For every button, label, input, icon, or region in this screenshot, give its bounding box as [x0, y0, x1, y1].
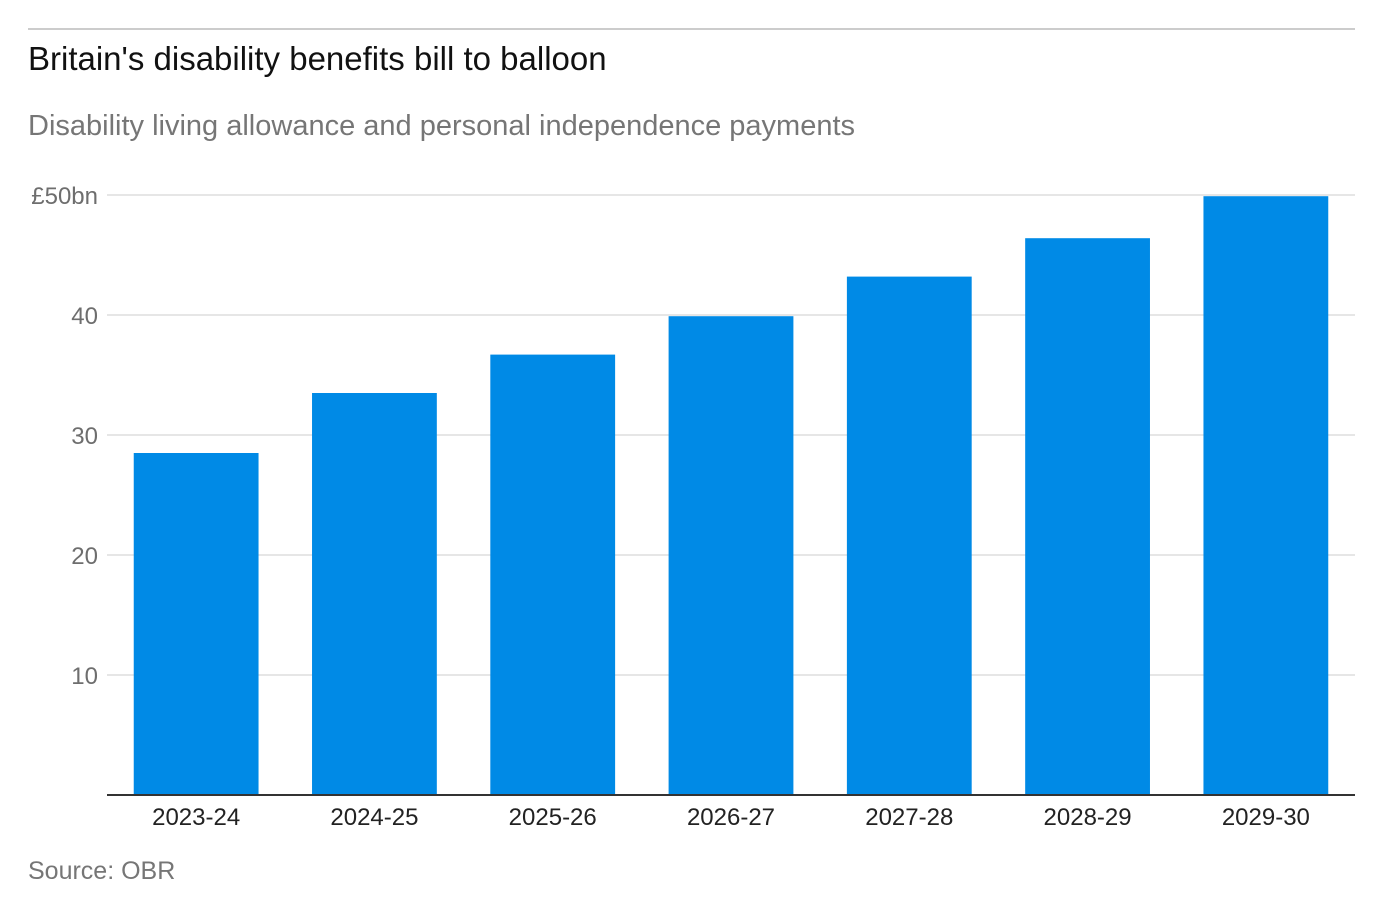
y-tick-label: £50bn — [31, 183, 98, 210]
y-tick-label: 20 — [71, 543, 98, 570]
y-tick-label: 30 — [71, 423, 98, 450]
top-rule — [28, 28, 1355, 30]
y-tick-label: 10 — [71, 663, 98, 690]
bar-2029-30 — [1203, 196, 1329, 795]
chart-title: Britain's disability benefits bill to ba… — [28, 40, 607, 77]
y-axis-ticks: 10 20 30 40 £50bn — [31, 183, 98, 690]
source-note: Source: OBR — [28, 857, 176, 885]
x-tick-label: 2025-26 — [509, 804, 597, 831]
x-tick-label: 2028-29 — [1044, 804, 1132, 831]
chart-subtitle: Disability living allowance and personal… — [28, 110, 856, 142]
x-axis: 2023-24 2024-25 2025-26 2026-27 2027-28 2028-… — [107, 794, 1355, 831]
x-tick-label: 2024-25 — [330, 804, 418, 831]
bar-2027-28 — [846, 276, 972, 796]
bar-2023-24 — [133, 453, 259, 795]
bar-2026-27 — [668, 316, 794, 795]
bar-2024-25 — [312, 393, 437, 795]
bar-2025-26 — [490, 354, 616, 795]
x-tick-label: 2029-30 — [1222, 804, 1310, 831]
bars — [133, 196, 1329, 796]
x-tick-label: 2026-27 — [687, 804, 775, 831]
x-tick-label: 2023-24 — [152, 804, 240, 831]
y-tick-label: 40 — [71, 303, 98, 330]
bar-2028-29 — [1025, 238, 1150, 795]
x-tick-label: 2027-28 — [865, 804, 953, 831]
